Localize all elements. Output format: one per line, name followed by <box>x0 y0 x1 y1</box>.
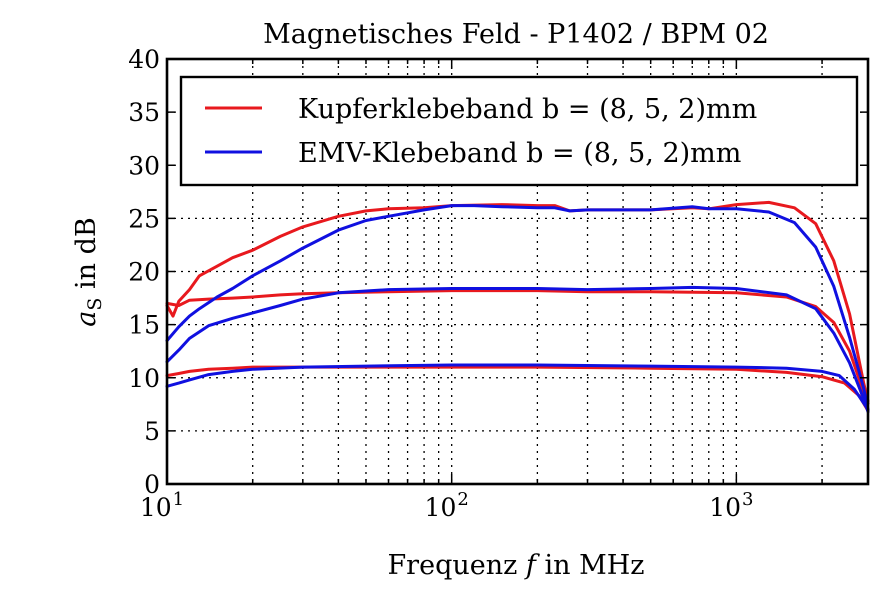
series-line-emv-klebeband-3 <box>165 363 870 412</box>
series-layer <box>165 200 870 414</box>
ticks: 0 5 10 15 20 25 30 35 40 101 102 103 <box>128 45 868 522</box>
legend-box <box>179 75 859 187</box>
y-tick-label: 40 <box>128 45 160 74</box>
legend-label: EMV-Klebeband b = (8, 5, 2)mm <box>298 138 741 169</box>
x-tick-label: 103 <box>709 489 753 522</box>
legend: Kupferklebeband b = (8, 5, 2)mm EMV-Klebe… <box>179 75 859 187</box>
y-tick-label: 15 <box>128 311 160 340</box>
series-line-emv-klebeband-2 <box>165 285 870 414</box>
x-axis-label: Frequenz f in MHz <box>387 550 644 581</box>
x-tick-label: 101 <box>140 489 184 522</box>
y-axis-label: aS in dB <box>71 217 106 326</box>
series-line-emv-klebeband-1 <box>165 204 870 412</box>
y-tick-label: 35 <box>128 98 160 127</box>
y-tick-label: 5 <box>144 417 160 446</box>
x-tick-exponent: 2 <box>457 489 468 510</box>
chart-title: Magnetisches Feld - P1402 / BPM 02 <box>263 19 769 50</box>
series-line-kupferklebeband-3 <box>165 365 870 413</box>
y-tick-label: 20 <box>128 258 160 287</box>
y-tick-label: 25 <box>128 204 160 233</box>
x-tick-exponent: 1 <box>173 489 184 510</box>
y-tick-label: 10 <box>128 364 160 393</box>
series-line-kupferklebeband-1 <box>165 200 870 403</box>
y-tick-label: 0 <box>144 470 160 499</box>
x-tick-exponent: 3 <box>742 489 753 510</box>
y-tick-label: 30 <box>128 151 160 180</box>
x-tick-label: 102 <box>425 489 469 522</box>
legend-label: Kupferklebeband b = (8, 5, 2)mm <box>298 94 757 125</box>
